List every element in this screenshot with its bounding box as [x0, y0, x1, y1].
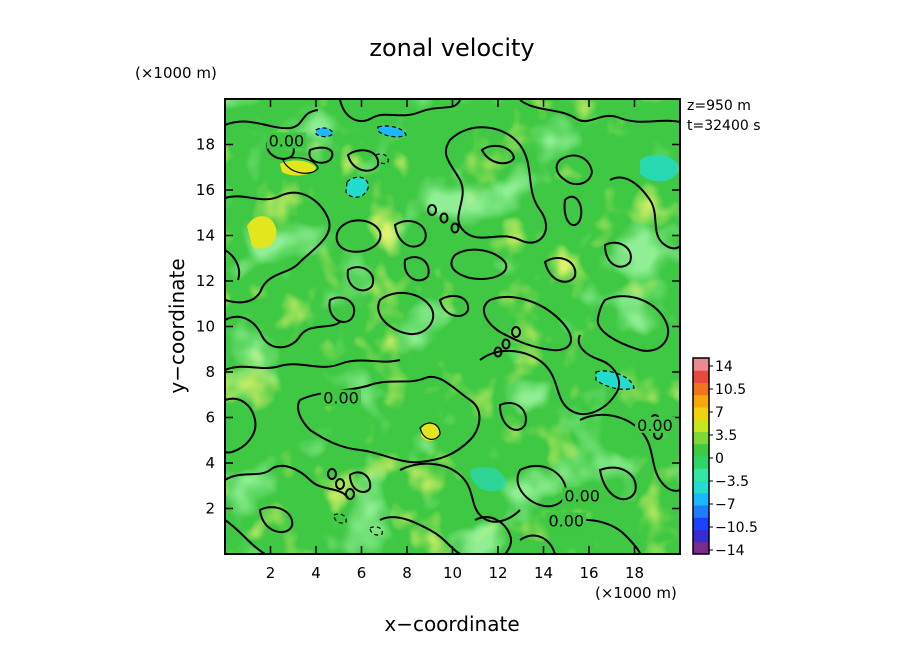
info-height: z=950 m: [687, 98, 751, 114]
x-axis-label: x−coordinate: [384, 612, 519, 636]
y-tick-label: 6: [205, 409, 215, 427]
x-tick-label: 14: [534, 564, 553, 582]
colorbar-swatch: [693, 468, 709, 481]
yellow-patch: [280, 160, 316, 176]
colorbar-swatch: [693, 456, 709, 469]
colorbar-swatch: [693, 419, 709, 432]
colorbar-frame: [692, 357, 710, 555]
contour-label: 0.00: [269, 132, 305, 151]
colorbar-swatch: [693, 431, 709, 445]
y-tick-label: 12: [196, 272, 215, 290]
colorbar-swatch: [693, 492, 709, 506]
contour-label: 0.00: [323, 389, 359, 408]
contour-label: 0.00: [637, 416, 673, 435]
colorbar-swatch: [693, 505, 709, 518]
velocity-field: [225, 99, 680, 554]
colorbar-swatch: [693, 541, 709, 555]
colorbar: 14 10.5 7 3.5 0 −3.5 −7 −10.5 −14: [692, 357, 758, 559]
info-time: t=32400 s: [687, 118, 761, 134]
contour-label-bg: [562, 487, 603, 504]
chart-title: zonal velocity: [369, 34, 534, 62]
zero-contour-lines: [225, 99, 680, 554]
contour-label-bg: [266, 132, 307, 149]
x-tick-label: 16: [579, 564, 598, 582]
colorbar-swatch: [693, 517, 709, 530]
colorbar-swatch: [693, 358, 709, 371]
x-axis-ticks: 2 4 6 8 10 12 14 16 18: [266, 99, 644, 582]
yellow-patch: [421, 422, 440, 441]
colorbar-label: 0: [715, 451, 724, 467]
colorbar-label: −7: [715, 497, 736, 513]
y-tick-label: 10: [196, 318, 215, 336]
y-tick-label: 4: [205, 454, 215, 472]
colorbar-label: 14: [715, 359, 733, 375]
colorbar-swatch: [693, 480, 709, 494]
y-unit-label: (×1000 m): [135, 64, 217, 82]
x-tick-label: 2: [266, 564, 276, 582]
y-tick-label: 14: [196, 227, 215, 245]
colorbar-swatch: [693, 443, 709, 457]
x-tick-label: 4: [311, 564, 321, 582]
colorbar-swatch: [693, 370, 709, 383]
y-tick-label: 2: [205, 500, 215, 518]
x-tick-label: 18: [625, 564, 644, 582]
colorbar-label: 10.5: [715, 382, 746, 398]
cyan-patch: [640, 154, 680, 182]
colorbar-label: −3.5: [715, 474, 749, 490]
x-tick-label: 12: [488, 564, 507, 582]
colorbar-swatch: [693, 529, 709, 543]
cyan-patch: [346, 177, 369, 198]
colorbar-label: 3.5: [715, 428, 737, 444]
colorbar-swatch: [693, 407, 709, 420]
contour-label-bg: [321, 389, 362, 406]
contour-label-bg: [546, 512, 587, 529]
contour-label: 0.00: [548, 511, 584, 530]
y-tick-label: 8: [205, 363, 215, 381]
cyan-patch: [316, 127, 333, 137]
x-tick-label: 6: [357, 564, 367, 582]
y-tick-label: 18: [196, 136, 215, 154]
colorbar-swatch: [693, 382, 709, 396]
colorbar-label: 7: [715, 405, 724, 421]
yellow-patch: [247, 216, 277, 249]
contour-label: 0.00: [564, 486, 600, 505]
y-axis-label: y−coordinate: [165, 258, 189, 393]
colorbar-swatch: [693, 394, 709, 408]
contour-label-bg: [634, 416, 675, 433]
cyan-patch: [470, 467, 506, 492]
x-tick-label: 8: [402, 564, 412, 582]
colorbar-label: −14: [715, 543, 745, 559]
y-tick-label: 16: [196, 181, 215, 199]
x-tick-label: 10: [443, 564, 462, 582]
colorbar-label: −10.5: [715, 520, 758, 536]
x-unit-label: (×1000 m): [595, 584, 677, 602]
contour-labels: 0.00 0.00 0.00 0.00 0.00: [266, 132, 675, 530]
